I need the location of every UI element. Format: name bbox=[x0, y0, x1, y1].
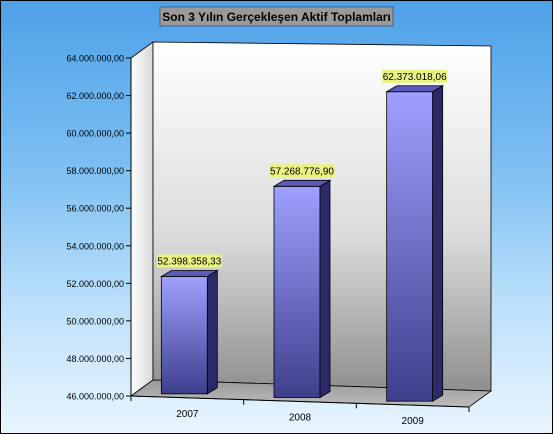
data-label-background bbox=[269, 164, 335, 178]
data-label-background bbox=[382, 69, 448, 83]
x-tick-label: 2009 bbox=[402, 416, 425, 427]
data-label: 57.268.776,90 bbox=[269, 164, 335, 178]
bar-side-2007 bbox=[206, 269, 218, 395]
value-labels: 52.398.358,33 57.268.776,90 62.373.018,06 bbox=[156, 69, 448, 268]
y-tick-label: 64.000.000,00 bbox=[66, 54, 124, 64]
bar-series bbox=[159, 85, 445, 402]
bar-2007 bbox=[159, 269, 219, 395]
y-tick-label: 60.000.000,00 bbox=[66, 129, 124, 139]
data-label-text: 57.268.776,90 bbox=[270, 166, 334, 177]
data-label-text: 52.398.358,33 bbox=[157, 256, 221, 267]
y-tick-label: 62.000.000,00 bbox=[66, 91, 124, 101]
x-tick-label: 2007 bbox=[176, 409, 199, 420]
y-tick-label: 52.000.000,00 bbox=[66, 279, 124, 289]
bar-top-2009 bbox=[385, 85, 445, 93]
bar-side-2009 bbox=[432, 85, 444, 402]
chart-title: Son 3 Yılın Gerçekleşen Aktif Toplamları bbox=[159, 6, 394, 27]
y-axis: 46.000.000,00 48.000.000,00 50.000.000,00 5… bbox=[66, 54, 132, 402]
y-tick-label: 48.000.000,00 bbox=[66, 354, 124, 364]
y-tick-label: 50.000.000,00 bbox=[66, 316, 124, 326]
y-tick-label: 56.000.000,00 bbox=[66, 204, 124, 214]
bar-front-2009 bbox=[386, 91, 434, 402]
chart-title-text: Son 3 Yılın Gerçekleşen Aktif Toplamları bbox=[162, 10, 391, 24]
bar-top-2007 bbox=[159, 270, 219, 277]
y-tick-label: 54.000.000,00 bbox=[66, 241, 124, 251]
x-axis-line bbox=[130, 395, 470, 408]
x-axis: 2007 2008 2009 bbox=[130, 395, 470, 427]
y-tick-label: 46.000.000,00 bbox=[66, 392, 124, 402]
bar-2008 bbox=[272, 179, 332, 399]
bar-side-2008 bbox=[319, 179, 331, 399]
data-label-text: 62.373.018,06 bbox=[383, 72, 447, 83]
data-label-background bbox=[156, 254, 222, 268]
bar-top-2008 bbox=[272, 179, 332, 187]
chart-title-background bbox=[159, 6, 394, 27]
bar-2009 bbox=[385, 85, 445, 402]
bar-front-2007 bbox=[160, 276, 208, 395]
x-tick-label: 2008 bbox=[289, 413, 312, 424]
y-tick-label: 58.000.000,00 bbox=[66, 166, 124, 176]
data-label: 62.373.018,06 bbox=[382, 69, 448, 83]
data-label: 52.398.358,33 bbox=[156, 254, 222, 268]
chart-left-wall bbox=[130, 41, 154, 397]
bar-front-2008 bbox=[273, 185, 321, 398]
